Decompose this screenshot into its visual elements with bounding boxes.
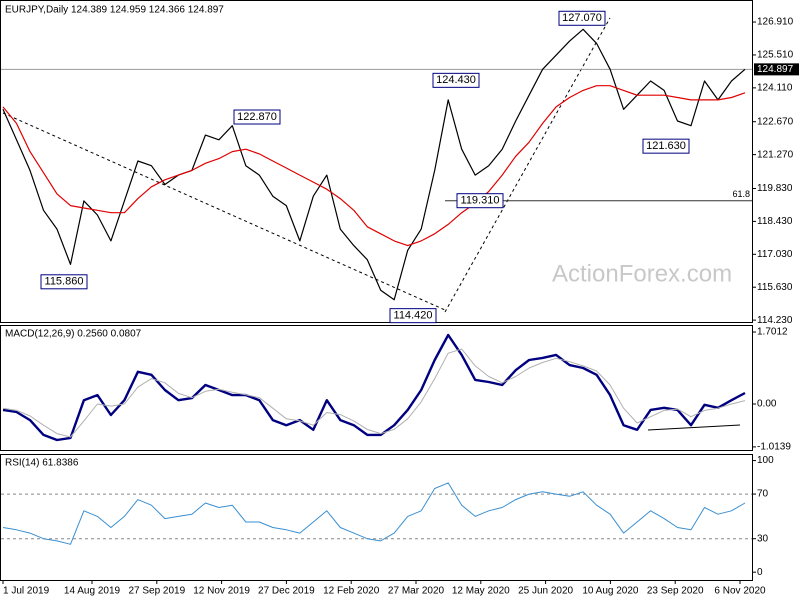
y-tick-label: 117.030	[757, 249, 793, 260]
x-tick-label: 10 Aug 2020	[582, 586, 639, 597]
y-tick-label: 0	[757, 567, 763, 578]
x-tick-label: 23 Sep 2020	[647, 586, 704, 597]
price-label: 127.070	[562, 12, 602, 24]
price-label-box	[558, 10, 606, 26]
x-tick-label: 27 Sep 2019	[128, 586, 185, 597]
price-label: 121.630	[646, 140, 686, 152]
price-label: 122.870	[237, 111, 277, 123]
last-price-label: 124.897	[757, 64, 794, 75]
price-label: 114.420	[394, 310, 433, 322]
series-line	[2, 85, 746, 247]
y-tick-label: 1.7012	[757, 327, 788, 338]
price-frame	[0, 0, 753, 323]
price-label-box	[642, 138, 690, 154]
price-label-box	[432, 72, 480, 88]
price-label: 124.430	[436, 74, 476, 86]
trendline	[647, 424, 741, 431]
y-tick-label: 118.430	[757, 216, 793, 227]
y-tick-label: 114.230	[757, 315, 793, 326]
y-tick-label: 100	[757, 455, 774, 466]
series-line	[2, 333, 746, 442]
y-tick-label: 121.270	[757, 149, 794, 160]
price-label-box	[233, 109, 281, 125]
price-label-box	[456, 193, 504, 209]
y-tick-label: 0.00	[757, 399, 777, 410]
macd-frame	[0, 325, 753, 451]
series-line	[2, 348, 746, 438]
y-tick-label: -1.0139	[757, 442, 791, 453]
y-tick-label: 125.510	[757, 50, 794, 61]
watermark: ActionForex.com	[552, 260, 732, 287]
x-tick-label: 6 Nov 2020	[714, 586, 766, 597]
series-line	[2, 482, 746, 545]
trendline	[2, 112, 446, 311]
x-tick-label: 14 Aug 2019	[64, 586, 121, 597]
price-label: 115.860	[45, 276, 84, 288]
x-tick-label: 25 Jun 2020	[518, 586, 573, 597]
trendline	[444, 17, 611, 313]
x-tick-label: 12 Feb 2020	[323, 586, 380, 597]
x-tick-label: 12 May 2020	[452, 586, 510, 597]
y-tick-label: 126.910	[757, 17, 794, 28]
y-tick-label: 122.670	[757, 116, 794, 127]
rsi-frame	[0, 454, 753, 581]
x-tick-label: 1 Jul 2019	[3, 586, 50, 597]
y-tick-label: 115.630	[757, 282, 793, 293]
y-tick-label: 119.830	[757, 183, 793, 194]
price-label-box	[389, 308, 437, 324]
y-tick-label: 70	[757, 489, 769, 500]
series-line	[2, 28, 746, 301]
fib-label: 61.8	[732, 189, 750, 199]
x-tick-label: 27 Mar 2020	[388, 586, 445, 597]
x-tick-label: 12 Nov 2019	[193, 586, 250, 597]
last-price-box	[754, 63, 799, 76]
y-tick-label: 124.110	[757, 83, 793, 94]
x-tick-label: 27 Dec 2019	[258, 586, 315, 597]
panel-title: MACD(12,26,9) 0.2560 0.0807	[5, 329, 142, 340]
y-tick-label: 30	[757, 533, 769, 544]
price-label-box	[40, 274, 88, 290]
price-label: 119.310	[461, 195, 500, 207]
panel-title: RSI(14) 61.8386	[5, 458, 79, 469]
chart-title: EURJPY,Daily 124.389 124.959 124.366 124…	[5, 5, 224, 16]
